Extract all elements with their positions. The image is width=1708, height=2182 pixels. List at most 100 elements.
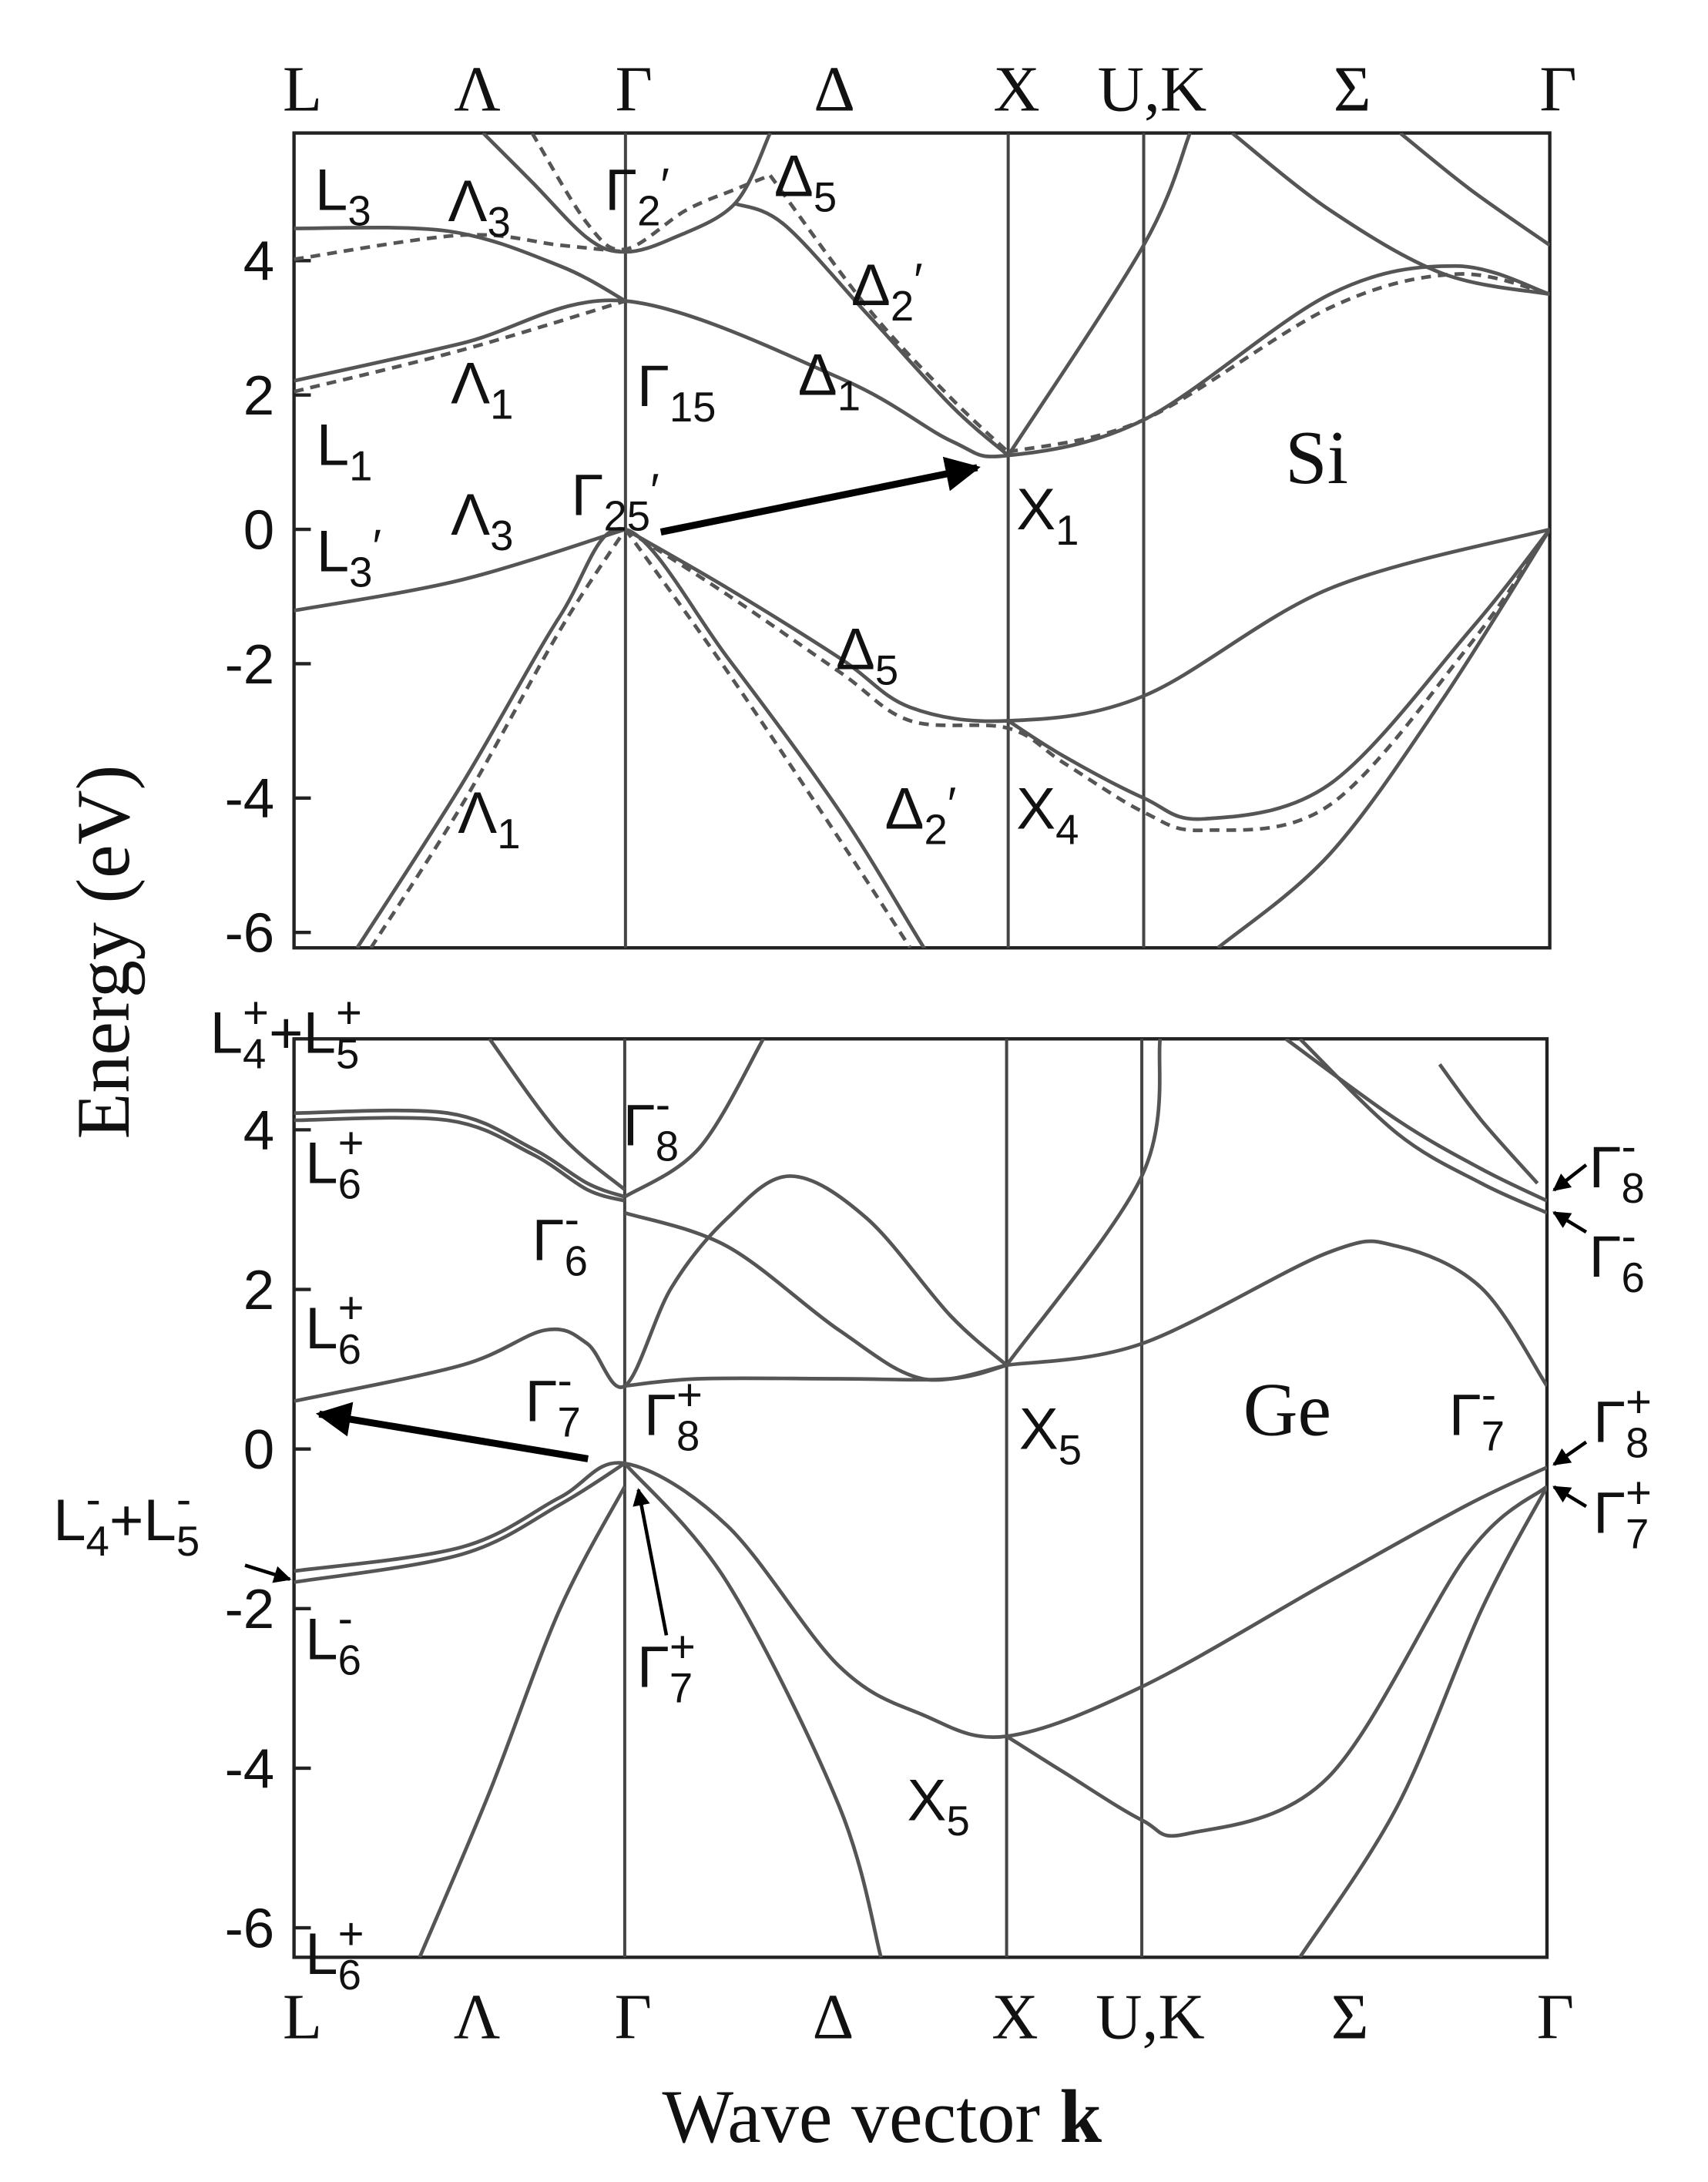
y-axis-label: Energy (eV) bbox=[62, 765, 146, 1140]
band bbox=[294, 527, 626, 613]
band-label-sub: 5 bbox=[814, 173, 837, 220]
band-label-sup: + bbox=[338, 1118, 364, 1168]
band-label: L bbox=[53, 1488, 86, 1553]
band-label: L bbox=[315, 158, 347, 223]
y-tick-label: -6 bbox=[225, 902, 275, 965]
band-label: Γ bbox=[1449, 1383, 1481, 1449]
x-axis-label: Wave vector k bbox=[663, 2076, 1102, 2159]
band-label: L bbox=[210, 1000, 243, 1066]
band-label: L bbox=[317, 519, 349, 584]
band-label-sup: - bbox=[86, 1475, 101, 1525]
band-label-sub: 5 bbox=[946, 1798, 969, 1845]
band-label-sup: + bbox=[1626, 1377, 1652, 1427]
band-dashed bbox=[294, 233, 626, 261]
band bbox=[355, 526, 927, 948]
band-label-sup: - bbox=[558, 1356, 572, 1406]
band-label: Γ bbox=[525, 1368, 557, 1434]
band bbox=[488, 1039, 626, 1191]
band-label-prime: ′ bbox=[660, 159, 669, 213]
band-label: Γ bbox=[605, 158, 637, 223]
x-tick-label: X bbox=[992, 1982, 1038, 2053]
panel-label: Ge bbox=[1243, 1369, 1331, 1452]
band-label-sub: 6 bbox=[338, 1636, 361, 1683]
band-label-sub: 2 bbox=[891, 283, 914, 330]
band-label-prime: ′ bbox=[948, 778, 957, 831]
band bbox=[1298, 1039, 1547, 1215]
pointer-arrow bbox=[1552, 1485, 1588, 1509]
band bbox=[1007, 528, 1550, 821]
band-label-sub: 1 bbox=[1055, 507, 1079, 554]
pointer-arrow bbox=[244, 1563, 292, 1583]
band-label-sub: 7 bbox=[558, 1398, 581, 1445]
band-label-sup: + bbox=[669, 1622, 696, 1672]
x-tick-label: Λ bbox=[454, 1982, 501, 2053]
band-label: Γ bbox=[1589, 1224, 1621, 1290]
band-label: +L bbox=[109, 1488, 176, 1553]
band-label: L bbox=[305, 1606, 337, 1672]
band-label: Γ bbox=[532, 1207, 565, 1273]
x-tick-label: Γ bbox=[616, 55, 653, 126]
band-label-sub: 7 bbox=[1626, 1511, 1649, 1558]
plot-frame bbox=[292, 1037, 1549, 1959]
band-label-sup: + bbox=[243, 988, 269, 1038]
band-label-sub: 4 bbox=[243, 1030, 266, 1077]
y-tick-label: -6 bbox=[225, 1897, 275, 1959]
x-tick-label: Δ bbox=[814, 55, 855, 126]
band-dashed bbox=[1008, 272, 1550, 455]
x-tick-label: Γ bbox=[615, 1982, 652, 2053]
x-tick-label: Δ bbox=[813, 1982, 854, 2053]
band-label: Δ bbox=[798, 342, 837, 408]
band-label: L bbox=[305, 1130, 337, 1196]
y-tick-label: 2 bbox=[243, 364, 274, 427]
band-label-sup: - bbox=[1622, 1212, 1636, 1262]
band bbox=[1006, 1239, 1547, 1388]
band-label-sub: 7 bbox=[669, 1665, 693, 1712]
band bbox=[1216, 528, 1550, 948]
band-dashed bbox=[623, 528, 912, 948]
band-label-sub: 6 bbox=[338, 1326, 361, 1373]
band-label: Γ bbox=[1593, 1481, 1626, 1546]
band-label: X bbox=[1016, 477, 1055, 542]
band-label-sup: - bbox=[338, 1594, 353, 1644]
band bbox=[294, 1462, 626, 1584]
band-label-sub: 3 bbox=[488, 199, 511, 246]
band bbox=[1006, 133, 1192, 457]
panel-label: Si bbox=[1285, 417, 1348, 500]
y-tick-label: -4 bbox=[225, 767, 275, 830]
band-label-sub: 3 bbox=[349, 549, 372, 596]
band-label: Λ bbox=[448, 169, 488, 234]
band-label: Λ bbox=[458, 780, 497, 846]
band-label: Δ bbox=[884, 777, 924, 842]
band-label: L bbox=[305, 1922, 337, 1987]
band-label: L bbox=[317, 412, 349, 478]
x-tick-label: Σ bbox=[1331, 1982, 1369, 2053]
band-label-prime: ′ bbox=[372, 520, 381, 573]
band bbox=[1230, 133, 1550, 297]
band-label-sup: + bbox=[1626, 1468, 1652, 1518]
y-tick-label: 2 bbox=[243, 1259, 274, 1321]
band-label-sub: 4 bbox=[1055, 807, 1079, 854]
band bbox=[294, 264, 1550, 458]
band-label-sub: 4 bbox=[86, 1518, 109, 1565]
band-label: Γ bbox=[623, 1093, 656, 1158]
pointer-arrow bbox=[1552, 1163, 1588, 1192]
band-label: +L bbox=[269, 1000, 336, 1066]
band-label-sub: 15 bbox=[669, 384, 716, 431]
x-tick-label: X bbox=[993, 55, 1039, 126]
band-label: X bbox=[1019, 1397, 1059, 1462]
y-tick-label: -2 bbox=[225, 1578, 275, 1640]
band-label: L bbox=[305, 1296, 337, 1361]
band-label: Λ bbox=[451, 482, 490, 548]
band-label-sup: - bbox=[656, 1080, 670, 1130]
x-tick-label: Σ bbox=[1334, 55, 1371, 126]
y-tick-label: 0 bbox=[243, 499, 274, 561]
band bbox=[294, 1174, 1008, 1403]
band bbox=[1438, 1063, 1539, 1185]
band-dashed bbox=[369, 528, 627, 948]
band-label-sub: 25 bbox=[603, 493, 650, 540]
band bbox=[294, 1461, 1547, 1739]
band-label: Γ bbox=[1589, 1135, 1621, 1200]
band-label-sup: + bbox=[336, 988, 362, 1038]
band-label-sub: 1 bbox=[349, 442, 372, 489]
